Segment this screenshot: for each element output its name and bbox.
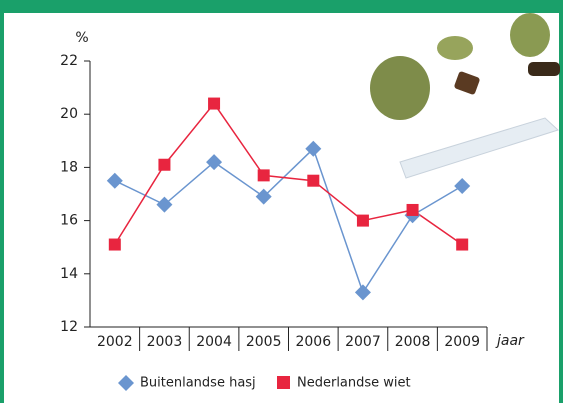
hash xyxy=(528,62,560,76)
bud xyxy=(510,13,550,57)
x-axis-label: jaar xyxy=(495,333,525,349)
point xyxy=(158,158,171,171)
series-line xyxy=(114,147,463,295)
x-tick-label: 2002 xyxy=(97,334,133,350)
y-tick-label: 18 xyxy=(60,159,78,175)
x-tick-label: 2006 xyxy=(295,334,331,350)
point xyxy=(354,284,371,301)
point xyxy=(206,154,223,171)
y-axis-label: % xyxy=(75,30,88,46)
decoration xyxy=(370,13,560,179)
x-tick-label: 2004 xyxy=(196,334,232,350)
hash xyxy=(454,71,480,95)
series-line xyxy=(114,102,463,246)
bud xyxy=(437,36,473,60)
point xyxy=(106,172,123,189)
header-bar xyxy=(0,0,563,13)
point xyxy=(456,238,469,251)
point xyxy=(208,97,221,110)
point xyxy=(257,169,270,182)
x-tick-label: 2008 xyxy=(395,334,431,350)
y-tick-label: 14 xyxy=(60,266,78,282)
point xyxy=(454,178,471,195)
y-tick-label: 20 xyxy=(60,106,78,122)
joint xyxy=(399,117,559,179)
legend-swatch xyxy=(277,376,290,389)
point xyxy=(305,140,322,157)
right-border xyxy=(559,0,563,403)
point xyxy=(156,196,173,213)
x-tick-label: 2009 xyxy=(444,334,480,350)
point xyxy=(406,203,419,216)
point xyxy=(307,174,320,187)
point xyxy=(108,238,121,251)
y-tick-label: 12 xyxy=(60,319,78,335)
x-tick-label: 2003 xyxy=(147,334,183,350)
legend-swatch xyxy=(118,375,134,391)
point xyxy=(356,214,369,227)
x-tick-label: 2007 xyxy=(345,334,381,350)
y-tick-label: 22 xyxy=(60,53,78,69)
legend-label: Nederlandse wiet xyxy=(297,376,411,391)
point xyxy=(255,188,272,205)
y-tick-label: 16 xyxy=(60,213,78,229)
x-tick-label: 2005 xyxy=(246,334,282,350)
left-border xyxy=(0,0,4,403)
legend-label: Buitenlandse hasj xyxy=(140,376,256,391)
bud xyxy=(370,56,430,120)
